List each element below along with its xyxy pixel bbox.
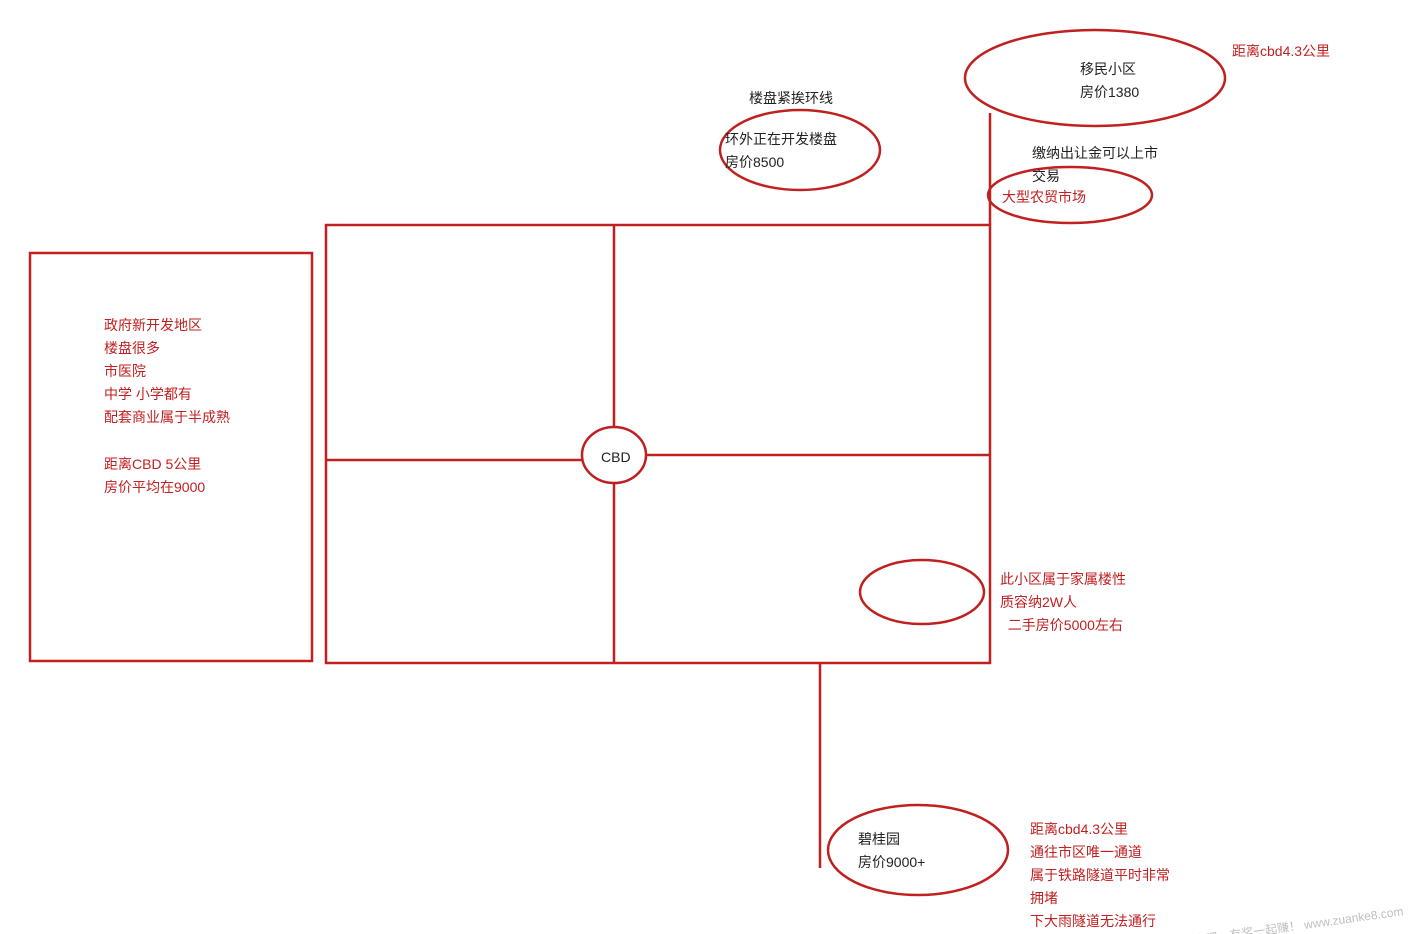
inner-se-text: 此小区属于家属楼性 质容纳2W人 二手房价5000左右: [1000, 568, 1126, 637]
left-box-text: 政府新开发地区 楼盘很多 市医院 中学 小学都有 配套商业属于半成熟 距离CBD…: [104, 314, 230, 499]
south-notes: 距离cbd4.3公里 通往市区唯一通道 属于铁路隧道平时非常 拥堵 下大雨隧道无…: [1030, 818, 1170, 933]
top-ne-dist: 距离cbd4.3公里: [1232, 40, 1330, 63]
top-nw-title: 楼盘紧挨环线: [749, 87, 833, 110]
market-label: 大型农贸市场: [1002, 186, 1086, 209]
top-ne-note: 缴纳出让金可以上市 交易: [1032, 142, 1158, 188]
south-body: 碧桂园 房价9000+: [858, 828, 925, 874]
top-nw-body: 环外正在开发楼盘 房价8500: [725, 128, 837, 174]
top-ne-body: 移民小区 房价1380: [1080, 58, 1139, 104]
cbd-label: CBD: [601, 446, 631, 469]
